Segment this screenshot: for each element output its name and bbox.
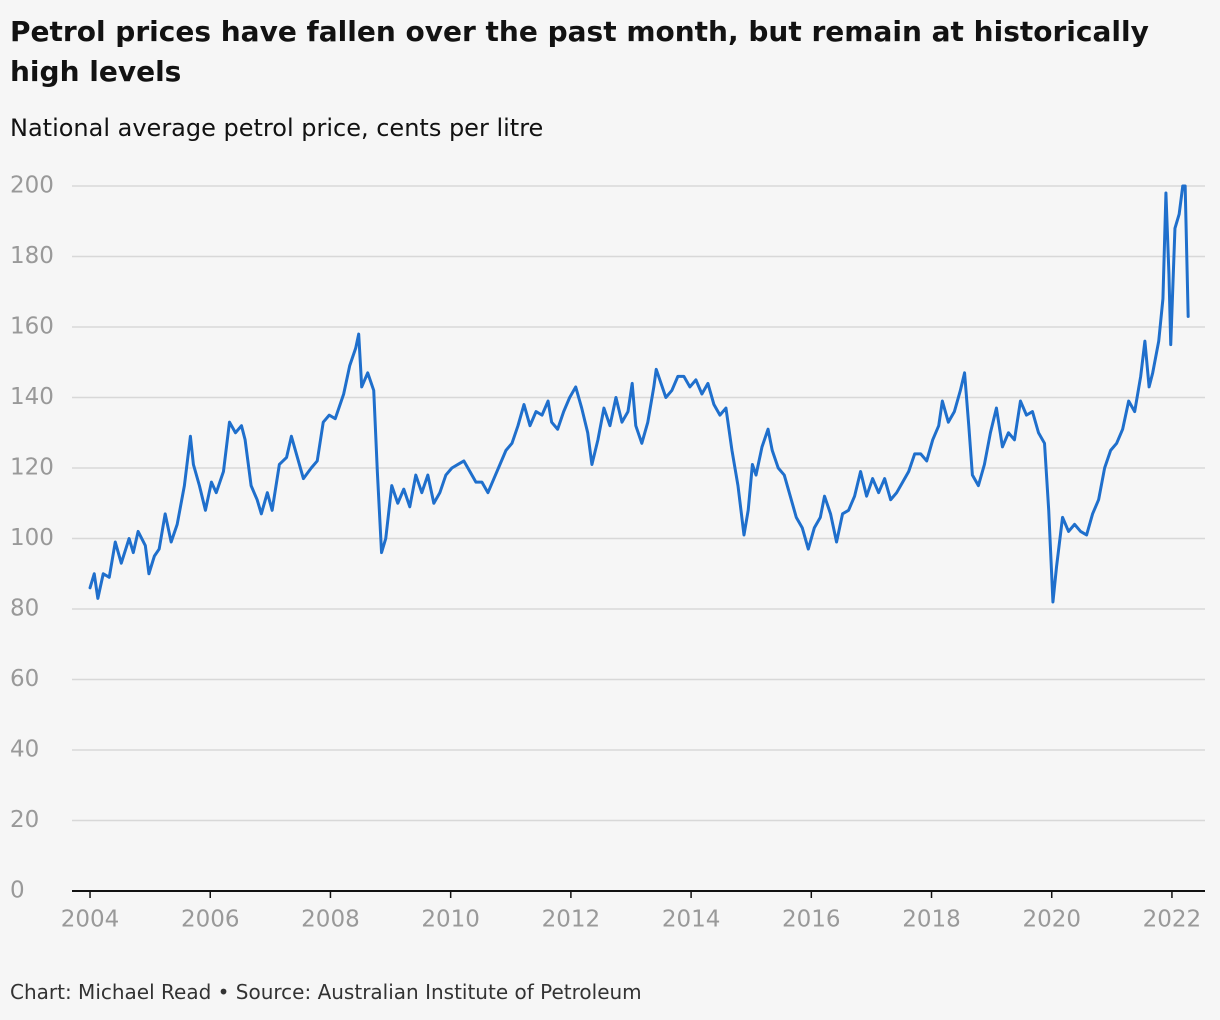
y-tick-label: 40 bbox=[10, 737, 39, 763]
x-tick-label: 2014 bbox=[662, 907, 721, 933]
y-tick-label: 180 bbox=[10, 243, 54, 269]
y-tick-label: 80 bbox=[10, 596, 39, 622]
x-tick-label: 2022 bbox=[1143, 907, 1202, 933]
y-tick-label: 100 bbox=[10, 525, 54, 551]
y-tick-label: 20 bbox=[10, 807, 39, 833]
x-tick-label: 2018 bbox=[902, 907, 961, 933]
y-tick-label: 0 bbox=[10, 878, 25, 904]
y-tick-label: 200 bbox=[10, 173, 54, 199]
y-tick-label: 60 bbox=[10, 666, 39, 692]
y-tick-label: 120 bbox=[10, 455, 54, 481]
chart-source: Chart: Michael Read • Source: Australian… bbox=[10, 980, 642, 1004]
x-tick-label: 2020 bbox=[1022, 907, 1081, 933]
y-tick-label: 140 bbox=[10, 384, 54, 410]
x-tick-label: 2004 bbox=[61, 907, 120, 933]
x-tick-label: 2012 bbox=[542, 907, 601, 933]
y-tick-label: 160 bbox=[10, 314, 54, 340]
x-tick-label: 2008 bbox=[301, 907, 360, 933]
chart-title: Petrol prices have fallen over the past … bbox=[10, 15, 1149, 88]
x-tick-label: 2016 bbox=[782, 907, 841, 933]
price-line bbox=[88, 184, 1190, 604]
chart-subtitle: National average petrol price, cents per… bbox=[10, 114, 544, 142]
x-tick-label: 2010 bbox=[421, 907, 480, 933]
x-tick-label: 2006 bbox=[181, 907, 240, 933]
